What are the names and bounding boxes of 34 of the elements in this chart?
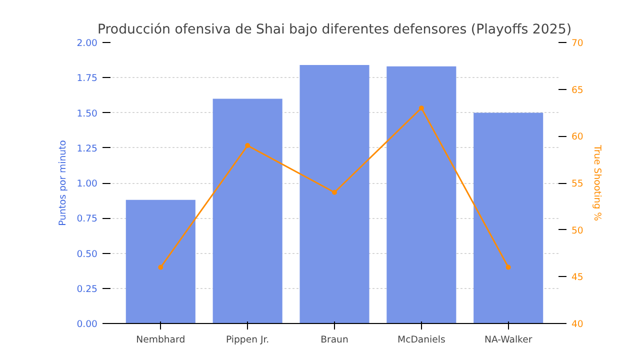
y-axis-title: Puntos por minuto	[58, 140, 69, 226]
y-tick-label: 1.75	[76, 73, 98, 84]
x-tick-label: McDaniels	[398, 334, 446, 346]
bar	[300, 64, 370, 324]
y-tick-label: 1.00	[76, 178, 98, 190]
y-tick-label: 1.50	[76, 108, 98, 120]
point	[332, 190, 337, 195]
y2-tick-label: 50	[572, 225, 584, 236]
x-tick-label: Nembhard	[136, 334, 186, 346]
point	[418, 106, 424, 111]
y-tick-label: 0.75	[76, 214, 98, 225]
x-tick-label: Braun	[320, 334, 348, 346]
bar	[474, 112, 544, 324]
point	[158, 264, 164, 270]
bar	[126, 200, 196, 324]
y-tick-label: 0.00	[76, 319, 98, 330]
y2-tick-label: 40	[572, 319, 584, 330]
y2-tick-label: 65	[572, 84, 584, 96]
y2-tick-label: 55	[572, 178, 584, 190]
y-tick-label: 2.00	[76, 38, 98, 49]
bar	[212, 98, 282, 324]
point	[245, 143, 250, 148]
point	[506, 264, 511, 270]
y2-tick-label: 70	[572, 38, 584, 49]
y2-axis-title: True Shooting %	[591, 144, 602, 222]
y2-tick-label: 45	[572, 272, 584, 284]
x-tick-label: Pippen Jr.	[226, 334, 270, 346]
bar	[386, 66, 456, 324]
y-tick-label: 0.25	[76, 284, 98, 295]
chart-title: Producción ofensiva de Shai bajo diferentes defensores (Playoffs 2025)	[97, 22, 572, 38]
y2-tick-label: 60	[572, 132, 584, 143]
y-tick-label: 0.50	[76, 248, 98, 260]
y-tick-label: 1.25	[76, 143, 98, 154]
x-tick-label: NA-Walker	[484, 334, 532, 346]
